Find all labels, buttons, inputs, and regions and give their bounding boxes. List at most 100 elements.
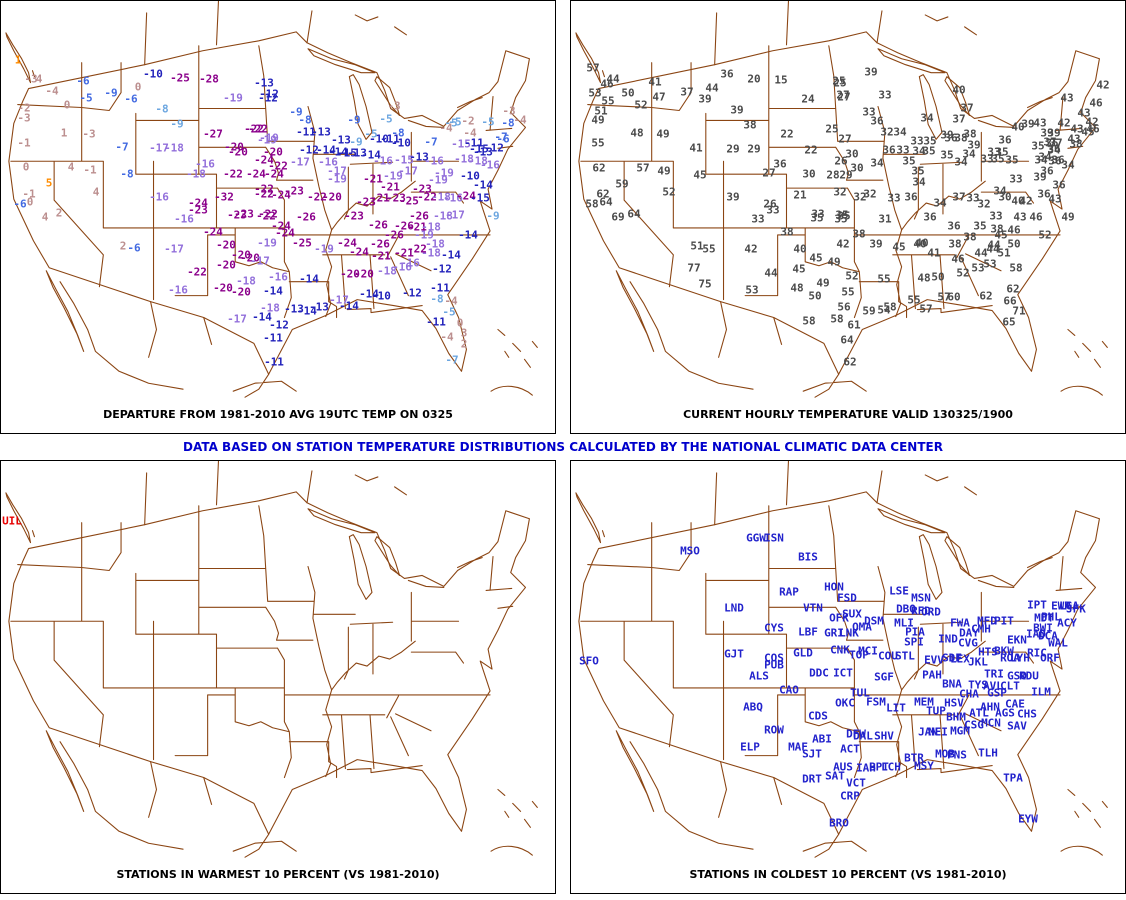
station-label: 44 — [974, 246, 988, 260]
station-label: 41 — [689, 141, 703, 155]
station-label: -20 — [354, 267, 374, 281]
station-label: DCA — [1038, 629, 1058, 643]
station-label: 35 — [973, 219, 987, 233]
station-label: -23 — [356, 195, 376, 209]
station-label: -17 — [149, 141, 169, 155]
station-label: -12 — [269, 318, 289, 332]
station-label: 55 — [702, 242, 716, 256]
station-label: 34 — [1061, 158, 1075, 172]
station-label: 43 — [1070, 122, 1084, 136]
station-label: -16 — [400, 256, 420, 270]
station-label: -11 — [426, 315, 446, 329]
station-label: 39 — [726, 190, 740, 204]
station-label: 50 — [621, 86, 635, 100]
station-label: -26 — [296, 210, 316, 224]
station-label: -3 — [387, 99, 401, 113]
station-label: SPI — [904, 635, 924, 649]
station-label: -15 — [337, 146, 357, 160]
station-label: -24 — [271, 188, 291, 202]
station-label: 44 — [986, 242, 1000, 256]
station-label: AGS — [995, 706, 1015, 720]
station-label: -18 — [260, 301, 280, 315]
station-label: -5 — [442, 305, 456, 319]
station-label: 35 — [1031, 139, 1045, 153]
station-label: COU — [878, 649, 898, 663]
station-label: 36 — [1052, 178, 1066, 192]
station-label: MCN — [981, 716, 1001, 730]
station-label: 1 — [14, 53, 22, 67]
station-label: 36 — [773, 157, 787, 171]
station-label: 42 — [836, 237, 850, 251]
station-label: 39 — [730, 103, 744, 117]
station-label: 36 — [720, 67, 734, 81]
station-label: BHM — [946, 710, 966, 724]
station-label: 34 — [893, 125, 907, 139]
station-label: ACT — [840, 742, 860, 756]
station-label: -5 — [444, 116, 458, 130]
station-label: -11 — [263, 331, 283, 345]
station-label: -11 — [296, 125, 316, 139]
station-label: IND — [938, 632, 958, 646]
station-label: COS — [764, 651, 784, 665]
station-label: 36 — [947, 219, 961, 233]
station-label: MDT — [1034, 611, 1054, 625]
station-label: -21 — [370, 191, 390, 205]
station-label: 46 — [1007, 223, 1021, 237]
station-label: GRI — [824, 626, 844, 640]
station-label: 51 — [997, 246, 1011, 260]
station-label: -6 — [13, 197, 27, 211]
station-label: 45 — [809, 251, 823, 265]
station-label: -5 — [79, 91, 93, 105]
station-label: -22 — [254, 187, 274, 201]
current-temp-map-caption: CURRENT HOURLY TEMPERATURE VALID 130325/… — [683, 408, 1013, 421]
station-label: ORF — [1040, 651, 1060, 665]
station-label: RIC — [1027, 646, 1047, 660]
station-label: 66 — [1003, 294, 1017, 308]
station-label: -22 — [268, 159, 288, 173]
station-label: VTN — [803, 601, 823, 615]
station-label: -1 — [83, 163, 97, 177]
station-label: -12 — [432, 262, 452, 276]
station-label: 40 — [915, 236, 929, 250]
station-label: 60 — [947, 290, 961, 304]
station-label: -16 — [168, 283, 188, 297]
station-label: -24 — [264, 167, 284, 181]
station-label: 34 — [870, 156, 884, 170]
station-label: 33 — [987, 145, 1001, 159]
station-label: TYS — [968, 678, 988, 692]
station-label: 41 — [648, 75, 662, 89]
station-label: -9 — [289, 105, 303, 119]
station-label: 43 — [1060, 91, 1074, 105]
station-label: AVL — [983, 679, 1003, 693]
station-label: -18 — [236, 274, 256, 288]
station-label: -13 — [254, 76, 274, 90]
station-label: -17 — [327, 164, 347, 178]
station-label: -18 — [421, 246, 441, 260]
station-label: -22 — [244, 122, 264, 136]
station-label: -14 — [328, 145, 348, 159]
station-label: MLI — [894, 616, 914, 630]
station-label: 64 — [599, 195, 613, 209]
station-label: 38 — [963, 230, 977, 244]
station-label: BIS — [798, 550, 818, 564]
station-label: -22 — [417, 190, 437, 204]
station-label: -22 — [407, 242, 427, 256]
station-label: ROA — [1000, 651, 1020, 665]
station-label: 58 — [1009, 261, 1023, 275]
station-label: 33 — [966, 191, 980, 205]
station-label: -20 — [216, 258, 236, 272]
station-label: ROW — [764, 723, 784, 737]
station-label: PUB — [764, 658, 784, 672]
station-label: 46 — [1089, 96, 1103, 110]
station-label: -20 — [224, 140, 244, 154]
station-label: MSO — [680, 544, 700, 558]
station-label: 51 — [594, 104, 608, 118]
station-label: 35 — [834, 212, 848, 226]
station-label: 55 — [841, 285, 855, 299]
station-label: -12 — [484, 141, 504, 155]
station-label: MSY — [914, 759, 934, 773]
station-label: RAP — [779, 585, 799, 599]
station-label: TUP — [926, 704, 946, 718]
station-label: 34 — [920, 111, 934, 125]
station-label: 0 — [22, 160, 30, 174]
